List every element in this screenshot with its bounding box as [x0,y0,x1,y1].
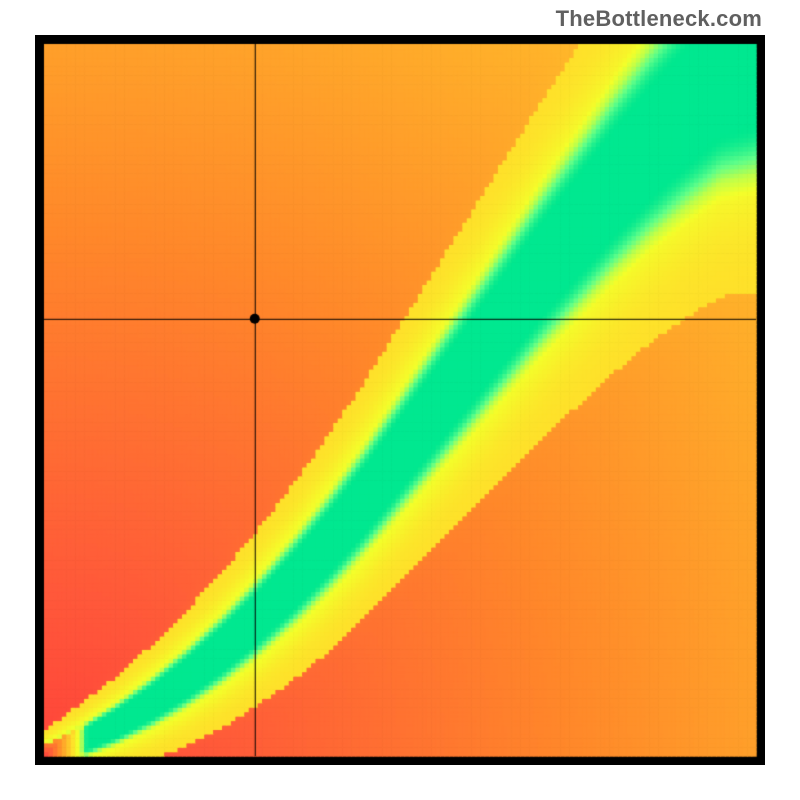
heatmap-canvas [35,35,765,765]
heatmap-plot [35,35,765,765]
watermark-text: TheBottleneck.com [556,6,762,32]
